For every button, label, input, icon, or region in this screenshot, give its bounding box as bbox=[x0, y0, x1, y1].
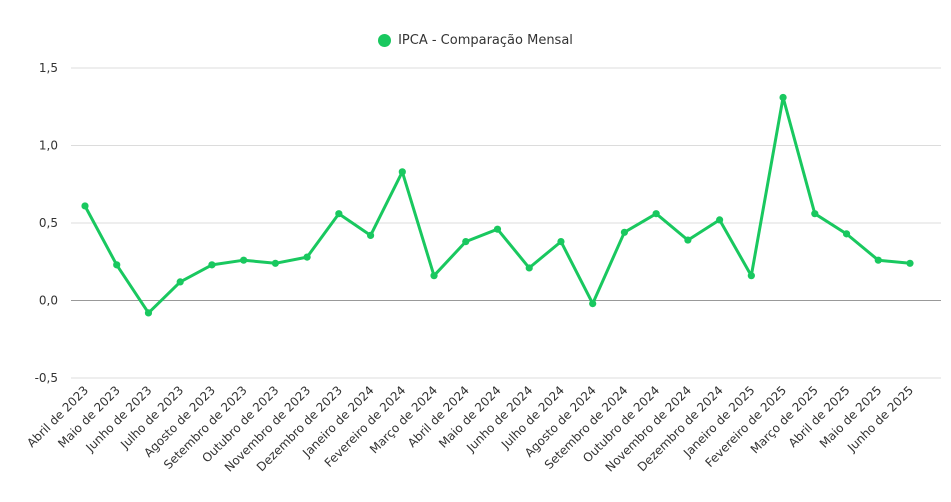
data-point bbox=[113, 261, 121, 269]
data-point bbox=[81, 202, 89, 210]
data-point bbox=[176, 278, 184, 286]
data-point bbox=[462, 238, 470, 246]
data-point bbox=[716, 216, 724, 224]
legend-marker bbox=[378, 34, 392, 47]
data-point bbox=[589, 300, 597, 308]
data-point bbox=[430, 272, 438, 280]
data-point bbox=[208, 261, 216, 269]
y-tick-label: 1,5 bbox=[39, 61, 58, 75]
data-point bbox=[240, 256, 248, 264]
y-tick-label: -0,5 bbox=[35, 371, 58, 385]
data-point bbox=[684, 236, 692, 244]
data-point bbox=[144, 309, 153, 317]
data-point bbox=[398, 168, 406, 176]
data-point bbox=[493, 225, 502, 233]
data-point bbox=[874, 256, 882, 264]
data-point bbox=[779, 93, 787, 102]
y-axis: 1,5 1,0 0,5 0,0 -0,5 bbox=[35, 61, 58, 385]
data-point bbox=[335, 210, 343, 218]
y-tick-label: 0,5 bbox=[39, 216, 58, 230]
series-line bbox=[83, 95, 912, 315]
data-point bbox=[842, 230, 851, 238]
series-ipca bbox=[81, 93, 914, 317]
data-point bbox=[525, 264, 533, 272]
gridlines bbox=[71, 67, 941, 379]
data-point bbox=[271, 259, 279, 267]
legend-label: IPCA - Comparação Mensal bbox=[398, 33, 573, 48]
data-point bbox=[906, 259, 914, 267]
y-tick-label: 1,0 bbox=[39, 139, 58, 153]
chart-legend[interactable]: IPCA - Comparação Mensal bbox=[0, 33, 951, 48]
data-point bbox=[747, 272, 755, 280]
data-point bbox=[652, 210, 660, 218]
data-point bbox=[366, 231, 375, 239]
data-point bbox=[557, 238, 565, 246]
data-point bbox=[811, 210, 819, 218]
data-point bbox=[620, 228, 629, 236]
y-tick-label: 0,0 bbox=[39, 294, 58, 308]
data-point bbox=[303, 253, 311, 261]
